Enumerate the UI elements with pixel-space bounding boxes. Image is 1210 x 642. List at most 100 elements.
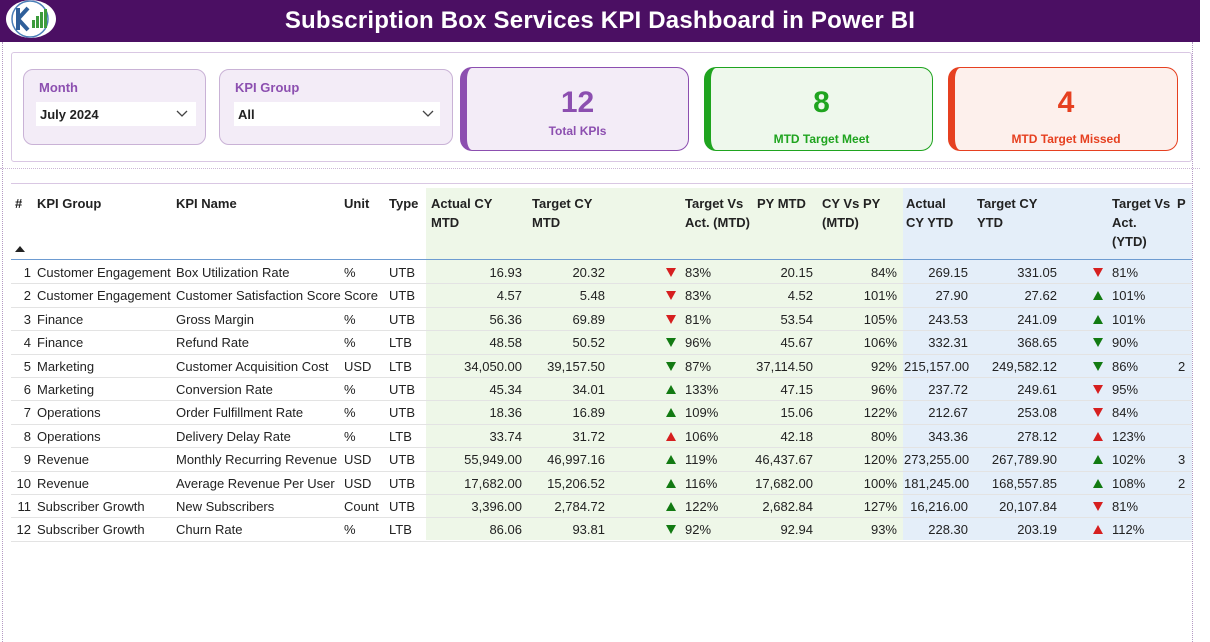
header-divider (11, 259, 1192, 260)
cell-actual-cy-ytd: 237.72 (928, 382, 968, 397)
month-slicer-label: Month (39, 80, 78, 95)
cell-cy-vs-py-mtd: 122% (863, 405, 897, 421)
cell-unit: % (344, 335, 356, 351)
down-arrow-icon (1093, 338, 1103, 348)
column-header-number[interactable]: # (15, 196, 23, 211)
cell-actual-cy-mtd: 55,949.00 (464, 452, 522, 468)
table-row[interactable]: 1 Customer Engagement Box Utilization Rate… (11, 261, 1192, 285)
column-header-target-cy-mtd[interactable]: Target CY MTD (532, 196, 593, 230)
cell-unit: % (344, 428, 356, 444)
mtd-target-missed-card: 4 MTD Target Missed (948, 67, 1178, 151)
cell-target-vs-act-ytd: 102% (1112, 452, 1146, 468)
cell-unit: USD (344, 452, 372, 468)
page-title: Subscription Box Services KPI Dashboard … (284, 7, 916, 34)
cell-type: LTB (389, 335, 412, 351)
cell-target-vs-act-ytd: 108% (1112, 475, 1146, 491)
table-row[interactable]: 4 Finance Refund Rate% LTB 48.58 50.52 96% 45.6… (11, 331, 1192, 355)
cell-cy-vs-py-mtd: 80% (870, 428, 897, 444)
cell-target-cy-ytd: 27.62 (1024, 288, 1057, 304)
column-header-py-mtd[interactable]: PY MTD (757, 196, 806, 211)
cell-kpi-group: Finance (37, 335, 84, 351)
table-row[interactable]: 8 Operations Delivery Delay Rate% LTB 33.74 3… (11, 425, 1192, 449)
cell-actual-cy-mtd: 3,396.00 (471, 499, 522, 514)
table-row[interactable]: 5 Marketing Customer Acquisition Cost USD LT… (11, 355, 1192, 378)
column-header-py-ytd-partial[interactable]: P (1177, 196, 1186, 211)
cell-actual-cy-mtd: 18.36 (489, 405, 522, 421)
cell-number: 6 (23, 382, 31, 397)
column-header-target-vs-act-ytd[interactable]: Target Vs Act. (YTD) (1112, 196, 1171, 249)
column-header-type[interactable]: Type (389, 196, 419, 211)
cell-target-cy-mtd: 2,784.72 (554, 499, 605, 514)
cell-kpi-name: Average Revenue Per User (176, 475, 335, 491)
column-header-unit[interactable]: Unit (344, 196, 370, 211)
kpi-group-dropdown[interactable]: All (234, 102, 440, 126)
table-row[interactable]: 3 Finance Gross Margin% UTB 56.36 69.89 81% 53.… (11, 308, 1192, 332)
cell-cy-vs-py-mtd: 106% (863, 335, 897, 351)
cell-py-mtd: 42.18 (780, 428, 813, 444)
column-header-kpi-name[interactable]: KPI Name (176, 196, 237, 211)
cell-unit: Score (344, 288, 378, 304)
total-kpis-caption: Total KPIs (548, 124, 607, 138)
cell-target-cy-ytd: 168,557.85 (991, 475, 1057, 491)
cell-kpi-group: Customer Engagement (37, 265, 171, 280)
cell-target-vs-act-mtd: 87% (685, 358, 712, 374)
table-row[interactable]: 6 Marketing Conversion Rate% UTB 45.34 34.01 1… (11, 378, 1192, 402)
cell-kpi-name: Box Utilization Rate (176, 265, 290, 280)
month-dropdown[interactable]: July 2024 (36, 102, 196, 126)
table-row[interactable]: 9 Revenue Monthly Recurring Revenue USD UTB 5… (11, 448, 1192, 472)
cell-py-mtd: 4.52 (787, 288, 813, 304)
mtd-target-meet-card: 8 MTD Target Meet (704, 67, 933, 151)
cell-target-vs-act-mtd: 92% (685, 522, 712, 538)
cell-actual-cy-mtd: 45.34 (489, 382, 522, 397)
down-arrow-icon (1093, 502, 1103, 511)
cell-unit: Count (344, 499, 379, 514)
table-row[interactable]: 11 Subscriber Growth New Subscribers Count U… (11, 495, 1192, 519)
cell-target-vs-act-mtd: 109% (685, 405, 719, 421)
cell-kpi-group: Customer Engagement (37, 288, 171, 304)
row-divider (11, 330, 1192, 332)
column-header-target-cy-ytd[interactable]: Target CY YTD (977, 196, 1038, 230)
cell-number: 2 (23, 288, 31, 304)
up-arrow-icon (1093, 431, 1103, 441)
down-arrow-icon (1093, 408, 1103, 418)
row-divider (11, 400, 1192, 402)
cell-actual-cy-ytd: 332.31 (928, 335, 968, 351)
cell-number: 4 (23, 335, 31, 351)
column-header-target-vs-act-mtd[interactable]: Target Vs Act. (MTD) (685, 196, 750, 230)
column-header-actual-cy-mtd[interactable]: Actual CY MTD (431, 196, 493, 230)
sort-ascending-icon[interactable] (15, 246, 25, 252)
table-row[interactable]: 7 Operations Order Fulfillment Rate% UTB 18.… (11, 401, 1192, 425)
cell-target-cy-mtd: 15,206.52 (547, 475, 605, 491)
cell-kpi-name: Conversion Rate (176, 382, 273, 397)
up-arrow-icon (1093, 478, 1103, 488)
cell-type: UTB (389, 288, 415, 304)
row-divider (11, 306, 1192, 308)
cell-target-vs-act-ytd: 90% (1112, 335, 1139, 351)
cell-target-cy-ytd: 241.09 (1017, 311, 1057, 327)
table-row[interactable]: 2 Customer Engagement Customer Satisfactio… (11, 284, 1192, 308)
cell-cy-vs-py-mtd: 105% (863, 311, 897, 327)
up-arrow-icon (666, 431, 676, 441)
cell-kpi-name: New Subscribers (176, 499, 275, 514)
kpi-group-slicer: KPI Group All (219, 69, 453, 145)
cell-target-cy-mtd: 16.89 (572, 405, 605, 421)
cell-target-vs-act-mtd: 81% (685, 311, 712, 327)
column-header-kpi-group[interactable]: KPI Group (37, 196, 102, 211)
column-header-actual-cy-ytd[interactable]: Actual CY YTD (906, 196, 954, 230)
cell-actual-cy-mtd: 86.06 (489, 522, 522, 538)
cell-type: UTB (389, 405, 415, 421)
cell-cy-vs-py-mtd: 100% (863, 475, 897, 491)
cell-cy-vs-py-mtd: 120% (863, 452, 897, 468)
mtd-target-missed-caption: MTD Target Missed (1011, 132, 1121, 146)
cell-kpi-name: Monthly Recurring Revenue (176, 452, 338, 468)
cell-target-cy-mtd: 31.72 (572, 428, 605, 444)
cell-target-cy-ytd: 249.61 (1017, 382, 1057, 397)
down-arrow-icon (666, 525, 676, 535)
table-row[interactable]: 10 Revenue Average Revenue Per User USD UTB 1… (11, 472, 1192, 495)
chevron-down-icon (422, 110, 434, 117)
column-header-cy-vs-py-mtd[interactable]: CY Vs PY (MTD) (822, 196, 881, 230)
cell-number: 1 (23, 265, 31, 280)
cell-py-ytd-partial: 3 (1178, 452, 1186, 468)
table-row[interactable]: 12 Subscriber Growth Churn Rate% LTB 86.06 93… (11, 518, 1192, 542)
logo (6, 0, 56, 38)
